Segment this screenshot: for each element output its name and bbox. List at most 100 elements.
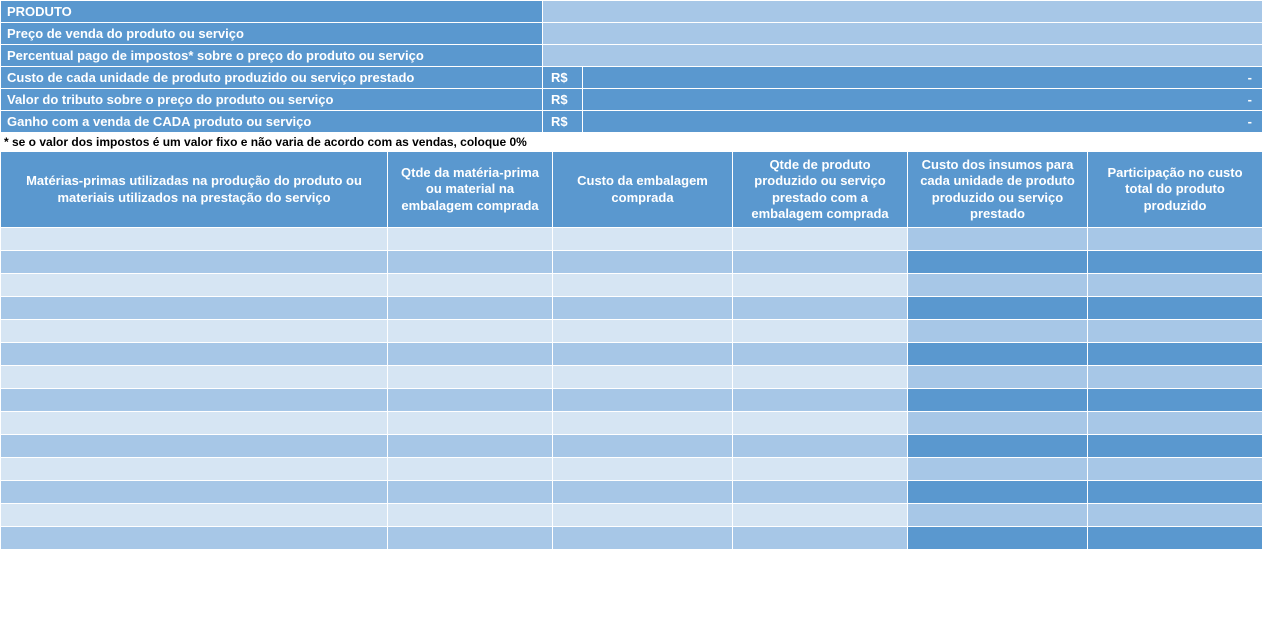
column-header: Custo da embalagem comprada — [553, 152, 733, 228]
summary-label: Ganho com a venda de CADA produto ou ser… — [1, 111, 543, 133]
table-cell[interactable] — [1, 228, 388, 251]
table-cell[interactable] — [1, 481, 388, 504]
table-cell[interactable] — [1, 366, 388, 389]
table-cell[interactable] — [553, 343, 733, 366]
summary-row: Custo de cada unidade de produto produzi… — [1, 67, 1262, 89]
table-cell — [908, 366, 1088, 389]
materials-table: Matérias-primas utilizadas na produção d… — [0, 151, 1262, 550]
table-cell — [1088, 251, 1262, 274]
summary-label: Valor do tributo sobre o preço do produt… — [1, 89, 543, 111]
table-cell — [1088, 435, 1262, 458]
table-cell[interactable] — [1, 435, 388, 458]
table-cell[interactable] — [388, 412, 553, 435]
table-cell[interactable] — [733, 458, 908, 481]
table-cell[interactable] — [388, 228, 553, 251]
table-cell[interactable] — [1, 412, 388, 435]
table-cell[interactable] — [733, 389, 908, 412]
table-cell[interactable] — [388, 320, 553, 343]
table-cell[interactable] — [733, 343, 908, 366]
table-cell — [1088, 320, 1262, 343]
summary-row: Percentual pago de impostos* sobre o pre… — [1, 45, 1262, 67]
table-cell[interactable] — [388, 343, 553, 366]
table-cell — [1088, 527, 1262, 550]
table-cell[interactable] — [1, 320, 388, 343]
footnote-text: * se o valor dos impostos é um valor fix… — [0, 133, 1262, 151]
column-header: Participação no custo total do produto p… — [1088, 152, 1262, 228]
summary-value[interactable] — [543, 45, 1262, 67]
table-cell[interactable] — [553, 412, 733, 435]
table-cell[interactable] — [1, 251, 388, 274]
summary-row: PRODUTO — [1, 1, 1262, 23]
table-row — [1, 320, 1262, 343]
column-header: Matérias-primas utilizadas na produção d… — [1, 152, 388, 228]
table-cell[interactable] — [733, 228, 908, 251]
table-cell[interactable] — [1, 274, 388, 297]
table-cell — [1088, 228, 1262, 251]
table-cell[interactable] — [388, 389, 553, 412]
table-cell[interactable] — [1, 343, 388, 366]
summary-value: - — [583, 67, 1262, 89]
table-cell — [1088, 274, 1262, 297]
table-cell[interactable] — [1, 527, 388, 550]
summary-label: Preço de venda do produto ou serviço — [1, 23, 543, 45]
table-cell[interactable] — [553, 389, 733, 412]
table-cell[interactable] — [1, 297, 388, 320]
table-cell[interactable] — [553, 435, 733, 458]
table-cell[interactable] — [1, 389, 388, 412]
table-cell — [1088, 366, 1262, 389]
summary-row: Preço de venda do produto ou serviço — [1, 23, 1262, 45]
table-cell[interactable] — [388, 297, 553, 320]
table-cell[interactable] — [733, 481, 908, 504]
currency-label: R$ — [543, 89, 583, 111]
table-cell — [908, 504, 1088, 527]
table-row — [1, 458, 1262, 481]
table-cell[interactable] — [733, 504, 908, 527]
table-row — [1, 251, 1262, 274]
table-cell[interactable] — [733, 320, 908, 343]
table-cell[interactable] — [553, 481, 733, 504]
summary-label: Percentual pago de impostos* sobre o pre… — [1, 45, 543, 67]
table-cell[interactable] — [733, 274, 908, 297]
table-row — [1, 274, 1262, 297]
summary-row: Valor do tributo sobre o preço do produt… — [1, 89, 1262, 111]
table-cell — [908, 343, 1088, 366]
table-cell[interactable] — [553, 228, 733, 251]
table-cell[interactable] — [553, 504, 733, 527]
table-cell[interactable] — [388, 504, 553, 527]
table-cell — [908, 527, 1088, 550]
summary-value[interactable] — [543, 23, 1262, 45]
table-cell[interactable] — [388, 251, 553, 274]
table-cell[interactable] — [553, 458, 733, 481]
table-cell[interactable] — [553, 297, 733, 320]
summary-value — [543, 1, 1262, 23]
table-cell — [908, 274, 1088, 297]
table-cell[interactable] — [733, 297, 908, 320]
table-cell[interactable] — [388, 481, 553, 504]
table-cell[interactable] — [733, 435, 908, 458]
table-row — [1, 297, 1262, 320]
table-cell[interactable] — [388, 274, 553, 297]
table-cell — [908, 412, 1088, 435]
table-cell[interactable] — [388, 366, 553, 389]
table-cell — [908, 389, 1088, 412]
table-cell[interactable] — [388, 435, 553, 458]
table-cell[interactable] — [733, 527, 908, 550]
table-cell — [908, 481, 1088, 504]
table-cell[interactable] — [553, 366, 733, 389]
table-cell[interactable] — [553, 251, 733, 274]
table-cell[interactable] — [388, 458, 553, 481]
table-cell[interactable] — [733, 251, 908, 274]
table-cell[interactable] — [1, 504, 388, 527]
table-row — [1, 435, 1262, 458]
table-cell[interactable] — [1, 458, 388, 481]
table-cell[interactable] — [733, 366, 908, 389]
table-cell[interactable] — [388, 527, 553, 550]
summary-table: PRODUTOPreço de venda do produto ou serv… — [0, 0, 1262, 133]
table-cell[interactable] — [553, 527, 733, 550]
table-cell[interactable] — [553, 274, 733, 297]
table-cell — [1088, 412, 1262, 435]
table-cell[interactable] — [733, 412, 908, 435]
table-cell[interactable] — [553, 320, 733, 343]
summary-value: - — [583, 111, 1262, 133]
table-cell — [908, 228, 1088, 251]
